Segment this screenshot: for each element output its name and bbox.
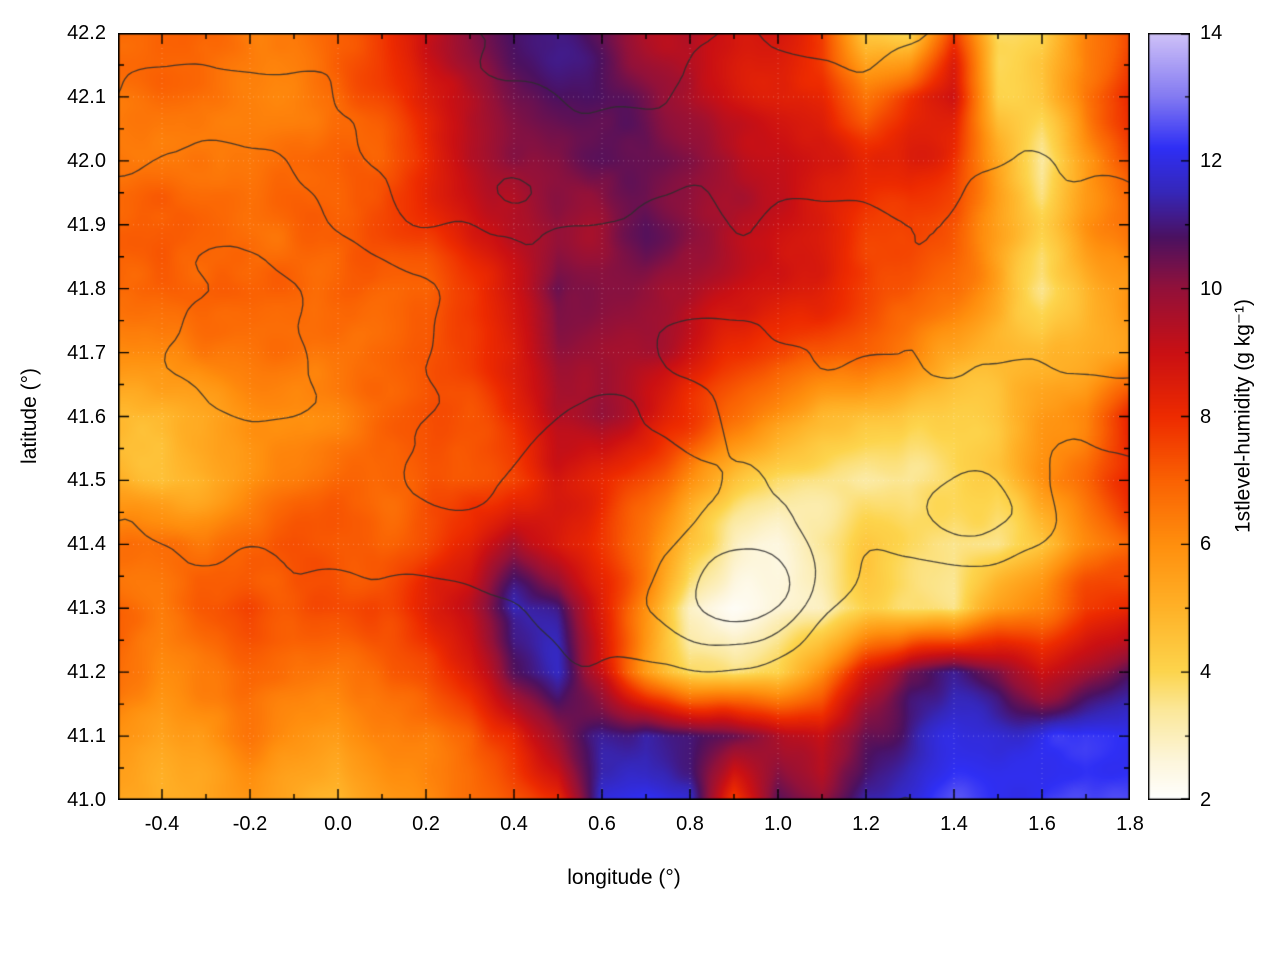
y-tick-label: 41.2 [67, 661, 106, 684]
x-tick-label: 1.6 [1028, 813, 1056, 835]
colorbar-tick-label: 8 [1200, 405, 1212, 428]
humidity-heatmap-canvas [118, 33, 1130, 800]
x-tick-label: 1.8 [1116, 813, 1144, 835]
x-tick-label: 0.8 [676, 813, 704, 835]
y-tick-label: 42.2 [67, 22, 106, 44]
x-tick-label: 0.0 [324, 813, 352, 835]
y-tick-label: 41.6 [67, 405, 106, 428]
x-tick-label: 1.0 [764, 813, 792, 835]
x-tick-label: -0.4 [144, 813, 180, 835]
x-tick-label: 0.2 [412, 813, 440, 835]
y-tick-label: 41.4 [67, 533, 106, 556]
y-tick-label: 41.7 [67, 341, 106, 364]
x-axis-label: longitude (°) [567, 866, 681, 889]
x-tick-label: 0.4 [500, 813, 528, 835]
colorbar-tick-label: 2 [1200, 789, 1212, 811]
colorbar-tick-label: 14 [1200, 22, 1223, 44]
y-tick-label: 41.1 [67, 725, 106, 748]
x-tick-label: 0.6 [588, 813, 616, 835]
y-tick-label: 42.0 [67, 149, 106, 172]
x-tick-label: -0.2 [232, 813, 268, 835]
x-tick-label: 1.2 [852, 813, 880, 835]
y-tick-label: 42.1 [67, 85, 106, 108]
y-axis-label: latitude (°) [18, 368, 41, 464]
colorbar-canvas [1148, 33, 1190, 800]
y-tick-label: 41.9 [67, 213, 106, 236]
colorbar-tick-label: 10 [1200, 277, 1223, 300]
colorbar-tick-label: 4 [1200, 661, 1212, 684]
y-tick-label: 41.5 [67, 469, 106, 492]
y-tick-label: 41.3 [67, 597, 106, 620]
colorbar-tick-label: 6 [1200, 533, 1212, 556]
colorbar-tick-label: 12 [1200, 149, 1223, 172]
y-tick-label: 41.8 [67, 277, 106, 300]
y-tick-label: 41.0 [67, 789, 106, 811]
colorbar-label: 1stlevel-humidity (g kg⁻¹) [1231, 299, 1255, 533]
x-tick-label: 1.4 [940, 813, 968, 835]
